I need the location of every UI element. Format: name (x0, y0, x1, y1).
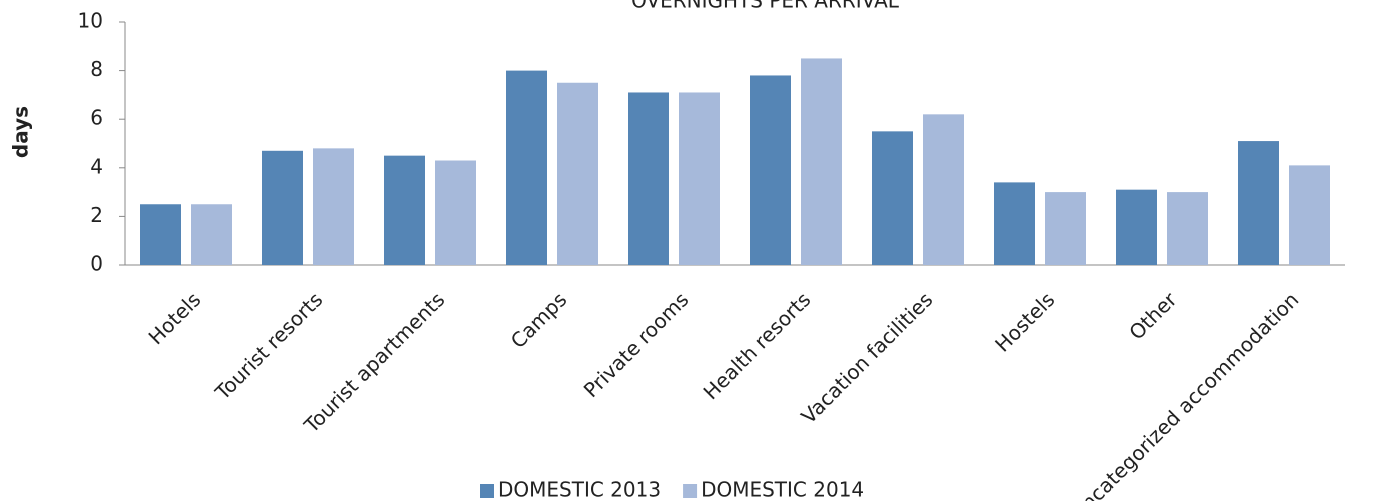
bar (872, 131, 913, 265)
bar (191, 204, 232, 265)
bar (1289, 165, 1330, 265)
x-tick-label: Hostels (990, 287, 1059, 356)
y-axis-label: days (9, 106, 33, 158)
legend-swatch (683, 484, 698, 498)
bar (140, 204, 181, 265)
y-tick-label: 10 (78, 9, 103, 33)
bar (1045, 192, 1086, 265)
y-tick-label: 4 (90, 154, 103, 178)
bar (262, 150, 303, 265)
bar (1238, 141, 1279, 265)
legend-label: DOMESTIC 2014 (701, 478, 864, 501)
bar (750, 75, 791, 266)
x-tick-label: Hotels (144, 287, 206, 349)
bar (994, 182, 1035, 265)
chart-title: OVERNIGHTS PER ARRIVAL (631, 0, 900, 13)
y-tick-label: 6 (90, 106, 103, 130)
bar (1167, 192, 1208, 265)
bar (628, 92, 669, 265)
bar (557, 82, 598, 265)
legend-label: DOMESTIC 2013 (498, 478, 661, 501)
bar (313, 148, 354, 265)
x-tick-label: Health resorts (699, 287, 816, 404)
x-tick-label: Camps (506, 287, 572, 353)
bar (506, 70, 547, 265)
bar (923, 114, 964, 265)
x-tick-label: Other (1124, 287, 1182, 345)
y-tick-label: 8 (90, 57, 103, 81)
bar (679, 92, 720, 265)
bar (384, 155, 425, 265)
y-tick-label: 2 (90, 203, 103, 227)
x-tick-label: Tourist resorts (210, 287, 328, 405)
x-tick-label: Vacation facilities (796, 287, 937, 428)
x-tick-label: Uncategorized accommodation (1066, 287, 1304, 501)
bar (435, 160, 476, 265)
bar (801, 58, 842, 266)
x-tick-label: Private rooms (579, 287, 694, 402)
legend-swatch (480, 484, 494, 498)
y-tick-label: 0 (90, 252, 103, 276)
bar (1116, 189, 1157, 265)
